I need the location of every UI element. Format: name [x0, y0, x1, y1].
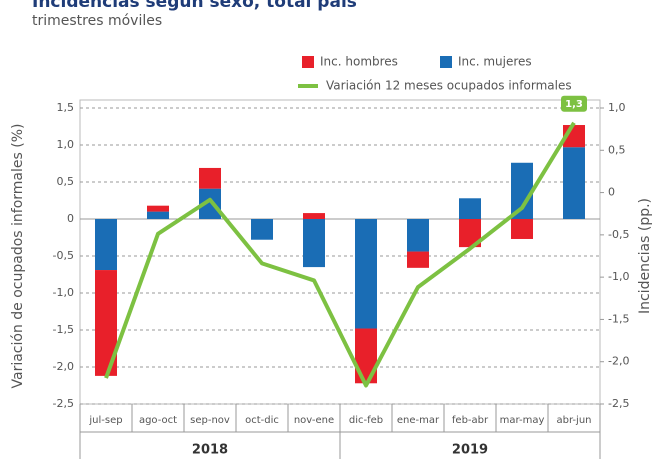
y2-tick-label: -0,5 [608, 228, 629, 241]
x-tick-label: dic-feb [349, 415, 383, 426]
y2-axis-label: Incidencias (pp.) [637, 198, 653, 314]
y2-tick-label: -2,0 [608, 355, 629, 368]
value-label: 1,3 [565, 99, 583, 110]
y2-tick-label: -1,0 [608, 270, 629, 283]
bar [459, 198, 481, 219]
x-tick-label: ene-mar [397, 415, 440, 426]
x-tick-label: jul-sep [88, 415, 122, 426]
bar [511, 219, 533, 239]
y2-tick-label: -1,5 [608, 312, 629, 325]
bar [303, 213, 325, 219]
chart-subtitle: trimestres móviles [32, 13, 162, 29]
bar [199, 167, 221, 189]
y-tick-label: -1,5 [53, 323, 74, 336]
year-label: 2018 [192, 443, 228, 458]
x-tick-label: oct-dic [245, 415, 279, 426]
bar [199, 188, 221, 219]
bar [355, 328, 377, 384]
bar [251, 219, 273, 240]
bar [147, 211, 169, 219]
y-tick-label: 1,0 [57, 138, 75, 151]
y-tick-label: -2,0 [53, 360, 74, 373]
bar [95, 219, 117, 271]
value-label-box [561, 95, 587, 112]
bar [95, 270, 117, 376]
y2-tick-label: 0 [608, 186, 615, 199]
y-axis-label: Variación de ocupados informales (%) [10, 124, 26, 389]
bar [563, 147, 585, 219]
y2-tick-label: 1,0 [608, 101, 626, 114]
plot-frame [79, 99, 601, 405]
y-tick-label: 1,5 [57, 101, 75, 114]
y-tick-label: -2,5 [53, 397, 74, 410]
bar [459, 219, 481, 248]
bar [355, 219, 377, 329]
legend-label: Variación 12 meses ocupados informales [326, 79, 572, 93]
y-tick-label: -1,0 [53, 286, 74, 299]
y2-tick-label: -2,5 [608, 397, 629, 410]
bar [147, 205, 169, 212]
bar [407, 219, 429, 252]
line [104, 121, 576, 388]
bar [303, 219, 325, 268]
x-tick-label: ago-oct [139, 415, 177, 426]
bar [511, 162, 533, 219]
bar [407, 251, 429, 268]
y-tick-label: -0,5 [53, 249, 74, 262]
x-tick-label: feb-abr [452, 415, 489, 426]
x-tick-label: sep-nov [190, 415, 230, 426]
chart-title: Incidencias según sexo, total país [32, 0, 357, 12]
year-label: 2019 [452, 443, 488, 458]
legend-label: Inc. mujeres [458, 55, 532, 69]
x-tick-label: nov-ene [294, 415, 334, 426]
legend-swatch [302, 56, 314, 68]
y2-tick-label: 0,5 [608, 143, 626, 156]
y-tick-label: 0,5 [57, 175, 75, 188]
x-tick-label: mar-may [500, 415, 545, 426]
x-tick-label: abr-jun [556, 415, 591, 426]
y-tick-label: 0 [67, 212, 74, 225]
legend-label: Inc. hombres [320, 55, 398, 69]
legend-swatch [440, 56, 452, 68]
